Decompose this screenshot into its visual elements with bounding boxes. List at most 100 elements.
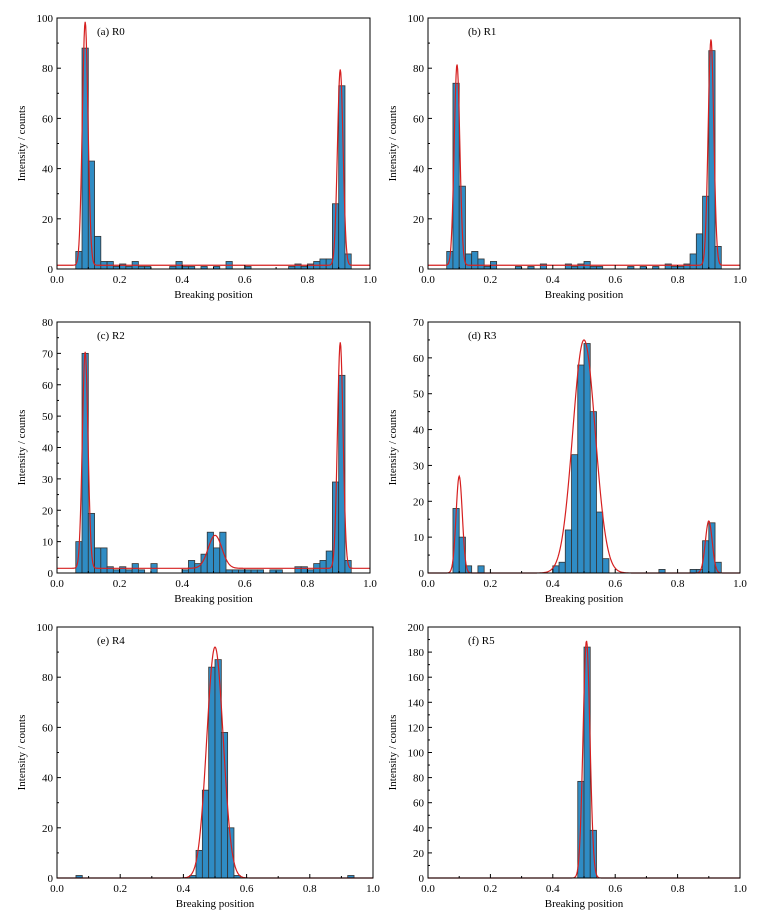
y-tick-label: 40 xyxy=(42,443,54,455)
y-tick-label: 160 xyxy=(408,672,425,684)
y-tick-label: 70 xyxy=(413,317,425,329)
panel-label: (f) R5 xyxy=(468,635,495,647)
x-tick-label: 1.0 xyxy=(366,883,380,895)
y-tick-label: 140 xyxy=(408,697,425,709)
plot-frame xyxy=(56,17,371,270)
y-tick-label: 10 xyxy=(413,532,425,544)
y-tick-label: 100 xyxy=(408,748,425,760)
x-tick-label: 0.0 xyxy=(421,578,435,590)
histogram-bar xyxy=(227,827,235,879)
y-axis-title: Intensity / counts xyxy=(16,106,28,182)
histogram-bar xyxy=(94,235,102,270)
histogram-bar xyxy=(201,789,210,879)
histogram-bar xyxy=(596,511,604,574)
y-tick-label: 120 xyxy=(408,722,425,734)
gaussian-fit-line xyxy=(57,21,370,266)
x-tick-label: 0.6 xyxy=(608,883,622,895)
y-tick-label: 0 xyxy=(419,873,425,885)
x-tick-label: 0.8 xyxy=(671,274,685,286)
y-tick-label: 20 xyxy=(42,214,54,226)
plot-frame xyxy=(427,17,741,270)
gaussian-fit-line xyxy=(428,39,740,266)
histogram-bar xyxy=(477,258,485,270)
x-tick-label: 0.4 xyxy=(546,883,560,895)
x-axis-title: Breaking position xyxy=(545,593,624,605)
y-axis-title: Intensity / counts xyxy=(16,410,28,486)
chart-panel: 0.0 0.2 0.4 0.6 0.8 1.0 0 20 40 60 80 100 Breaking p… xyxy=(387,13,747,301)
histogram-bar xyxy=(689,253,697,270)
y-tick-label: 80 xyxy=(413,63,425,75)
y-tick-label: 0 xyxy=(48,873,54,885)
y-tick-label: 30 xyxy=(42,474,54,486)
x-tick-label: 1.0 xyxy=(363,274,377,286)
histogram-bar xyxy=(319,258,327,270)
y-tick-label: 80 xyxy=(42,63,54,75)
x-tick-label: 0.2 xyxy=(484,274,498,286)
y-tick-label: 0 xyxy=(48,264,54,276)
chart-panel: 0.0 0.2 0.4 0.6 0.8 1.0 0 20 40 60 80 100 Breaking p… xyxy=(16,622,380,910)
histogram-bar xyxy=(100,547,108,574)
y-tick-label: 60 xyxy=(42,722,54,734)
x-tick-label: 0.0 xyxy=(421,883,435,895)
x-axis-title: Breaking position xyxy=(545,898,624,910)
y-tick-label: 0 xyxy=(48,568,54,580)
x-tick-label: 0.4 xyxy=(546,578,560,590)
y-tick-label: 100 xyxy=(37,13,54,25)
histogram-bar xyxy=(577,364,585,574)
y-tick-label: 0 xyxy=(419,568,425,580)
x-tick-label: 0.8 xyxy=(301,578,315,590)
x-tick-label: 0.4 xyxy=(546,274,560,286)
y-tick-label: 40 xyxy=(42,164,54,176)
histogram-bar xyxy=(477,565,485,574)
x-tick-label: 0.2 xyxy=(484,883,498,895)
y-tick-label: 70 xyxy=(42,348,54,360)
y-tick-label: 60 xyxy=(413,353,425,365)
histogram-bar xyxy=(564,529,572,574)
panel-label: (e) R4 xyxy=(97,635,125,647)
histogram-bar xyxy=(583,343,591,574)
histogram-bar xyxy=(602,558,610,574)
x-tick-label: 0.2 xyxy=(113,274,127,286)
chart-panel: 0.0 0.2 0.4 0.6 0.8 1.0 0 20 40 60 80 100 Breaking p… xyxy=(16,13,377,301)
x-tick-label: 0.8 xyxy=(671,883,685,895)
histogram-bar xyxy=(571,454,579,574)
histogram-bar xyxy=(325,550,333,574)
y-tick-label: 40 xyxy=(42,773,54,785)
panel-label: (b) R1 xyxy=(468,26,496,38)
x-tick-label: 0.0 xyxy=(50,274,64,286)
y-tick-label: 20 xyxy=(413,496,425,508)
y-tick-label: 20 xyxy=(42,823,54,835)
chart-panel: 0.0 0.2 0.4 0.6 0.8 1.0 0 10 20 30 40 50 60 70 80 Break… xyxy=(16,317,377,605)
x-tick-label: 0.2 xyxy=(113,578,127,590)
x-tick-label: 0.8 xyxy=(671,578,685,590)
y-tick-label: 10 xyxy=(42,537,54,549)
x-tick-label: 0.4 xyxy=(177,883,191,895)
y-tick-label: 60 xyxy=(42,380,54,392)
x-tick-label: 0.6 xyxy=(238,578,252,590)
x-tick-label: 0.6 xyxy=(608,274,622,286)
x-tick-label: 1.0 xyxy=(733,883,747,895)
y-tick-label: 50 xyxy=(42,411,54,423)
y-axis-title: Intensity / counts xyxy=(16,715,28,791)
y-axis-title: Intensity / counts xyxy=(387,715,399,791)
histogram-bar xyxy=(106,566,114,574)
histogram-bar xyxy=(319,560,327,574)
histogram-bar xyxy=(708,522,716,574)
y-tick-label: 60 xyxy=(413,113,425,125)
panel-label: (a) R0 xyxy=(97,26,125,38)
panel-label: (c) R2 xyxy=(97,330,125,342)
gaussian-fit-line xyxy=(57,342,370,569)
y-tick-label: 0 xyxy=(419,264,425,276)
x-tick-label: 0.2 xyxy=(113,883,127,895)
x-tick-label: 1.0 xyxy=(733,578,747,590)
x-tick-label: 0.8 xyxy=(303,883,317,895)
y-tick-label: 40 xyxy=(413,164,425,176)
chart-panel: 0.0 0.2 0.4 0.6 0.8 1.0 0 10 20 30 40 50 60 70 Breakin… xyxy=(387,317,747,605)
y-tick-label: 40 xyxy=(413,823,425,835)
x-tick-label: 0.6 xyxy=(608,578,622,590)
y-tick-label: 100 xyxy=(37,622,54,634)
y-tick-label: 20 xyxy=(413,848,425,860)
chart-panel: 0.0 0.2 0.4 0.6 0.8 1.0 0 20 40 60 80 100 120 140 160 1… xyxy=(387,622,747,910)
x-tick-label: 0.8 xyxy=(301,274,315,286)
